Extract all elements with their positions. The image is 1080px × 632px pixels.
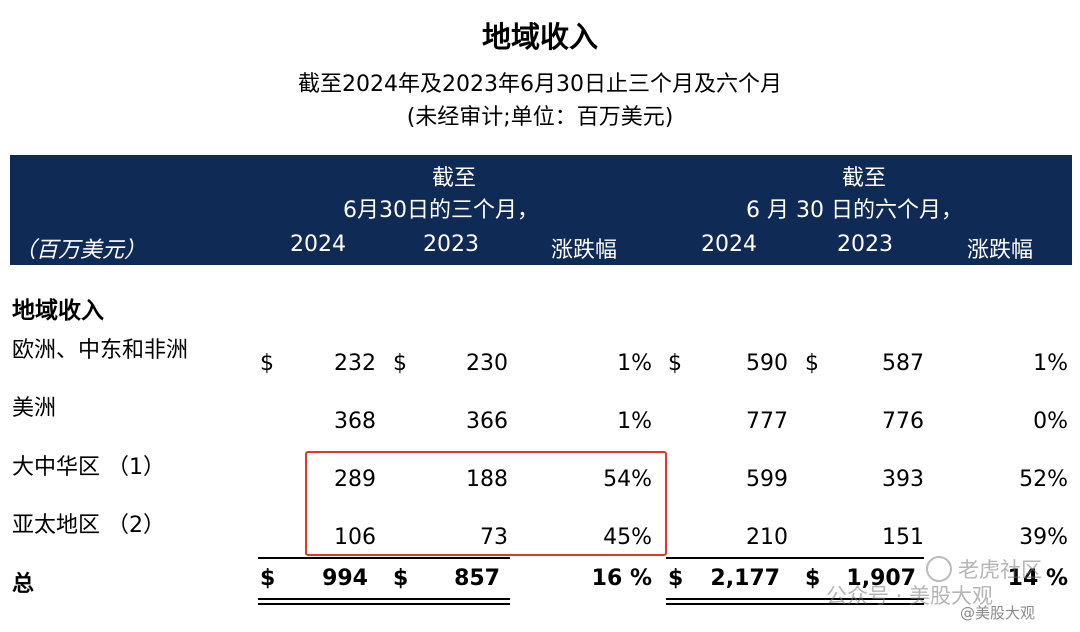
cell-total-h2024: 2,177: [710, 566, 780, 591]
table-header-band: [10, 155, 1072, 265]
page-title: 地域收入: [481, 20, 598, 54]
cell-total-q2024: 994: [322, 566, 368, 591]
row-label-greater-china: 大中华区 （1）: [12, 455, 165, 480]
cell-china-h2024: 599: [746, 467, 788, 492]
currency-symbol: $: [260, 566, 276, 591]
row-label-total: 总: [12, 572, 35, 597]
cell-total-h2023: 1,907: [846, 566, 916, 591]
section-title: 地域收入: [12, 298, 104, 324]
highlight-box: [305, 451, 667, 556]
col-header-change-quarter: 涨跌幅: [551, 238, 618, 263]
total-double-line-top-half: [666, 598, 924, 600]
cell-china-h2023: 393: [882, 467, 924, 492]
cell-apac-h2023: 151: [882, 525, 924, 550]
cell-china-q2024: 289: [334, 467, 376, 492]
col-header-2023-half: 2023: [837, 232, 893, 257]
unit-label: （百万美元）: [14, 238, 147, 263]
group1-heading-line2: 6月30日的三个月，: [343, 198, 539, 223]
cell-apac-q2023: 73: [480, 525, 508, 550]
col-header-2023-quarter: 2023: [423, 232, 479, 257]
page-subtitle-period: 截至2024年及2023年6月30日止三个月及六个月: [298, 72, 782, 97]
currency-symbol: $: [805, 566, 821, 591]
cell-apac-hchg: 39%: [1019, 525, 1068, 550]
subtotal-line-half: [666, 557, 924, 559]
subtotal-line-quarter: [258, 557, 510, 559]
watermark-account: 公众号 · 美股大观: [826, 584, 994, 608]
row-label-apac: 亚太地区 （2）: [12, 513, 165, 538]
cell-total-hchg: 14 %: [1007, 566, 1068, 591]
currency-symbol: $: [668, 351, 682, 376]
cell-emea-h2024: 590: [746, 351, 788, 376]
cell-total-qchg: 16 %: [591, 566, 652, 591]
row-label-americas: 美洲: [12, 396, 57, 421]
cell-china-q2023: 188: [466, 467, 508, 492]
cell-apac-qchg: 45%: [603, 525, 652, 550]
cell-emea-h2023: 587: [882, 351, 924, 376]
cell-emea-hchg: 1%: [1033, 351, 1068, 376]
cell-china-hchg: 52%: [1019, 467, 1068, 492]
cell-emea-q2024: 232: [334, 351, 376, 376]
cell-apac-q2024: 106: [334, 525, 376, 550]
watermark-community: 老虎社区: [958, 558, 1042, 582]
group2-heading-line1: 截至: [842, 166, 887, 191]
cell-americas-qchg: 1%: [617, 409, 652, 434]
currency-symbol: $: [668, 566, 684, 591]
col-header-2024-half: 2024: [701, 232, 757, 257]
group2-heading-line2: 6 月 30 日的六个月，: [746, 198, 963, 223]
col-header-change-half: 涨跌幅: [967, 238, 1034, 263]
currency-symbol: $: [393, 566, 409, 591]
page-subtitle-unit: (未经审计;单位：百万美元): [406, 105, 674, 130]
total-double-line-top-quarter: [258, 598, 510, 600]
cell-china-qchg: 54%: [603, 467, 652, 492]
cell-americas-h2024: 777: [746, 409, 788, 434]
currency-symbol: $: [393, 351, 407, 376]
currency-symbol: $: [260, 351, 274, 376]
cell-americas-hchg: 0%: [1033, 409, 1068, 434]
cell-americas-h2023: 776: [882, 409, 924, 434]
total-double-line-bottom-quarter: [258, 603, 510, 605]
cell-americas-q2024: 368: [334, 409, 376, 434]
group1-heading-line1: 截至: [432, 166, 477, 191]
currency-symbol: $: [805, 351, 819, 376]
cell-emea-qchg: 1%: [617, 351, 652, 376]
total-double-line-bottom-half: [666, 603, 924, 605]
col-header-2024-quarter: 2024: [290, 232, 346, 257]
cell-americas-q2023: 366: [466, 409, 508, 434]
tiger-logo-icon: [926, 556, 952, 582]
cell-apac-h2024: 210: [746, 525, 788, 550]
watermark-handle: @美股大观: [960, 604, 1036, 622]
cell-total-q2023: 857: [454, 566, 500, 591]
row-label-emea: 欧洲、中东和非洲: [12, 338, 189, 363]
cell-emea-q2023: 230: [466, 351, 508, 376]
